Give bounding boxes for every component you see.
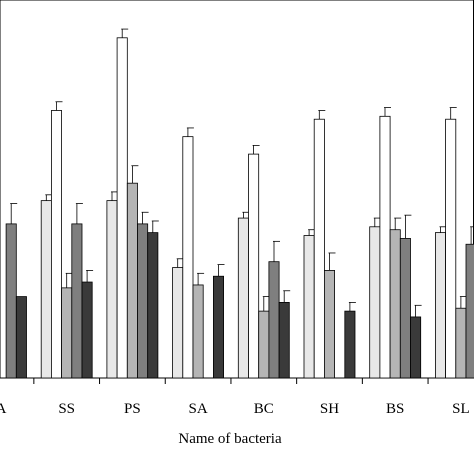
bar-bc-s1 [237, 217, 249, 379]
error-bar-sa-s2 [186, 127, 194, 137]
bar-a-s4 [5, 223, 17, 379]
bar-ss-s5 [81, 281, 93, 379]
error-bar-bc-s5 [283, 290, 291, 303]
error-bar-bs-s5 [414, 304, 422, 317]
bar-ss-s1 [40, 200, 52, 379]
error-bar-bs-s3 [394, 217, 402, 230]
bar-ps-s4 [137, 223, 149, 379]
x-tick-label-sa: SA [189, 401, 208, 417]
bar-sl-s2 [445, 118, 457, 379]
x-tick-label-sl: SL [452, 401, 470, 417]
bar-bc-s5 [278, 301, 290, 379]
bar-ss-s3 [61, 287, 73, 379]
error-bar-ss-s2 [55, 101, 63, 111]
error-bar-ps-s3 [131, 165, 139, 184]
error-bar-bs-s2 [384, 107, 391, 117]
bar-bs-s5 [410, 316, 422, 379]
error-bar-ps-s2 [121, 28, 129, 38]
x-axis-title: Name of bacteria [178, 431, 282, 447]
error-bar-bc-s4 [273, 240, 280, 262]
bar-ss-s2 [51, 110, 63, 379]
bar-bs-s3 [389, 229, 401, 379]
x-tick-label-sh: SH [320, 401, 339, 417]
bar-sl-s3 [455, 307, 467, 379]
error-bar-sa-s5 [217, 264, 225, 277]
bar-bc-s4 [268, 261, 280, 379]
error-bar-a-s4 [10, 203, 18, 224]
bar-sh-s3 [323, 270, 335, 379]
bar-sh-s5 [344, 310, 356, 379]
bar-bs-s1 [369, 226, 381, 379]
bar-sl-s4 [465, 243, 474, 379]
bar-bc-s2 [248, 153, 260, 379]
bar-sa-s5 [212, 275, 224, 379]
error-bar-bc-s2 [252, 144, 260, 155]
x-tick-label-a: A [0, 401, 7, 417]
error-bar-ps-s4 [141, 211, 149, 224]
error-bar-bs-s4 [404, 214, 412, 239]
bar-ps-s3 [126, 182, 138, 379]
bar-sh-s1 [303, 235, 315, 379]
error-bar-sh-s2 [318, 110, 326, 120]
bar-sa-s3 [192, 284, 204, 379]
error-bar-ps-s5 [151, 220, 159, 233]
x-tick-label-ss: SS [58, 401, 75, 417]
error-bar-sh-s5 [348, 301, 356, 312]
error-bar-ss-s4 [75, 203, 83, 224]
x-tick-label-bc: BC [254, 401, 274, 417]
bar-bs-s2 [379, 115, 391, 379]
x-tick-label-bs: BS [386, 401, 404, 417]
bar-ps-s5 [147, 232, 159, 379]
bar-a-s5 [15, 296, 27, 379]
bar-ps-s1 [106, 200, 118, 379]
bar-sa-s2 [182, 136, 194, 379]
bar-sl-s1 [434, 232, 446, 379]
bar-bs-s4 [399, 238, 411, 379]
error-bar-sl-s2 [449, 107, 457, 120]
x-tick-label-ps: PS [124, 401, 141, 417]
bar-ss-s4 [71, 223, 83, 379]
error-bar-ss-s5 [86, 270, 94, 283]
bar-sh-s2 [313, 118, 325, 379]
bar-ps-s2 [116, 37, 128, 379]
bars-layer [5, 28, 474, 379]
x-axis: A SS PS SA BC SH BS SL [0, 378, 470, 417]
bar-sa-s1 [172, 267, 184, 379]
error-bar-sh-s3 [328, 252, 336, 271]
bar-bc-s3 [258, 310, 270, 379]
error-bar-sa-s3 [197, 272, 205, 285]
